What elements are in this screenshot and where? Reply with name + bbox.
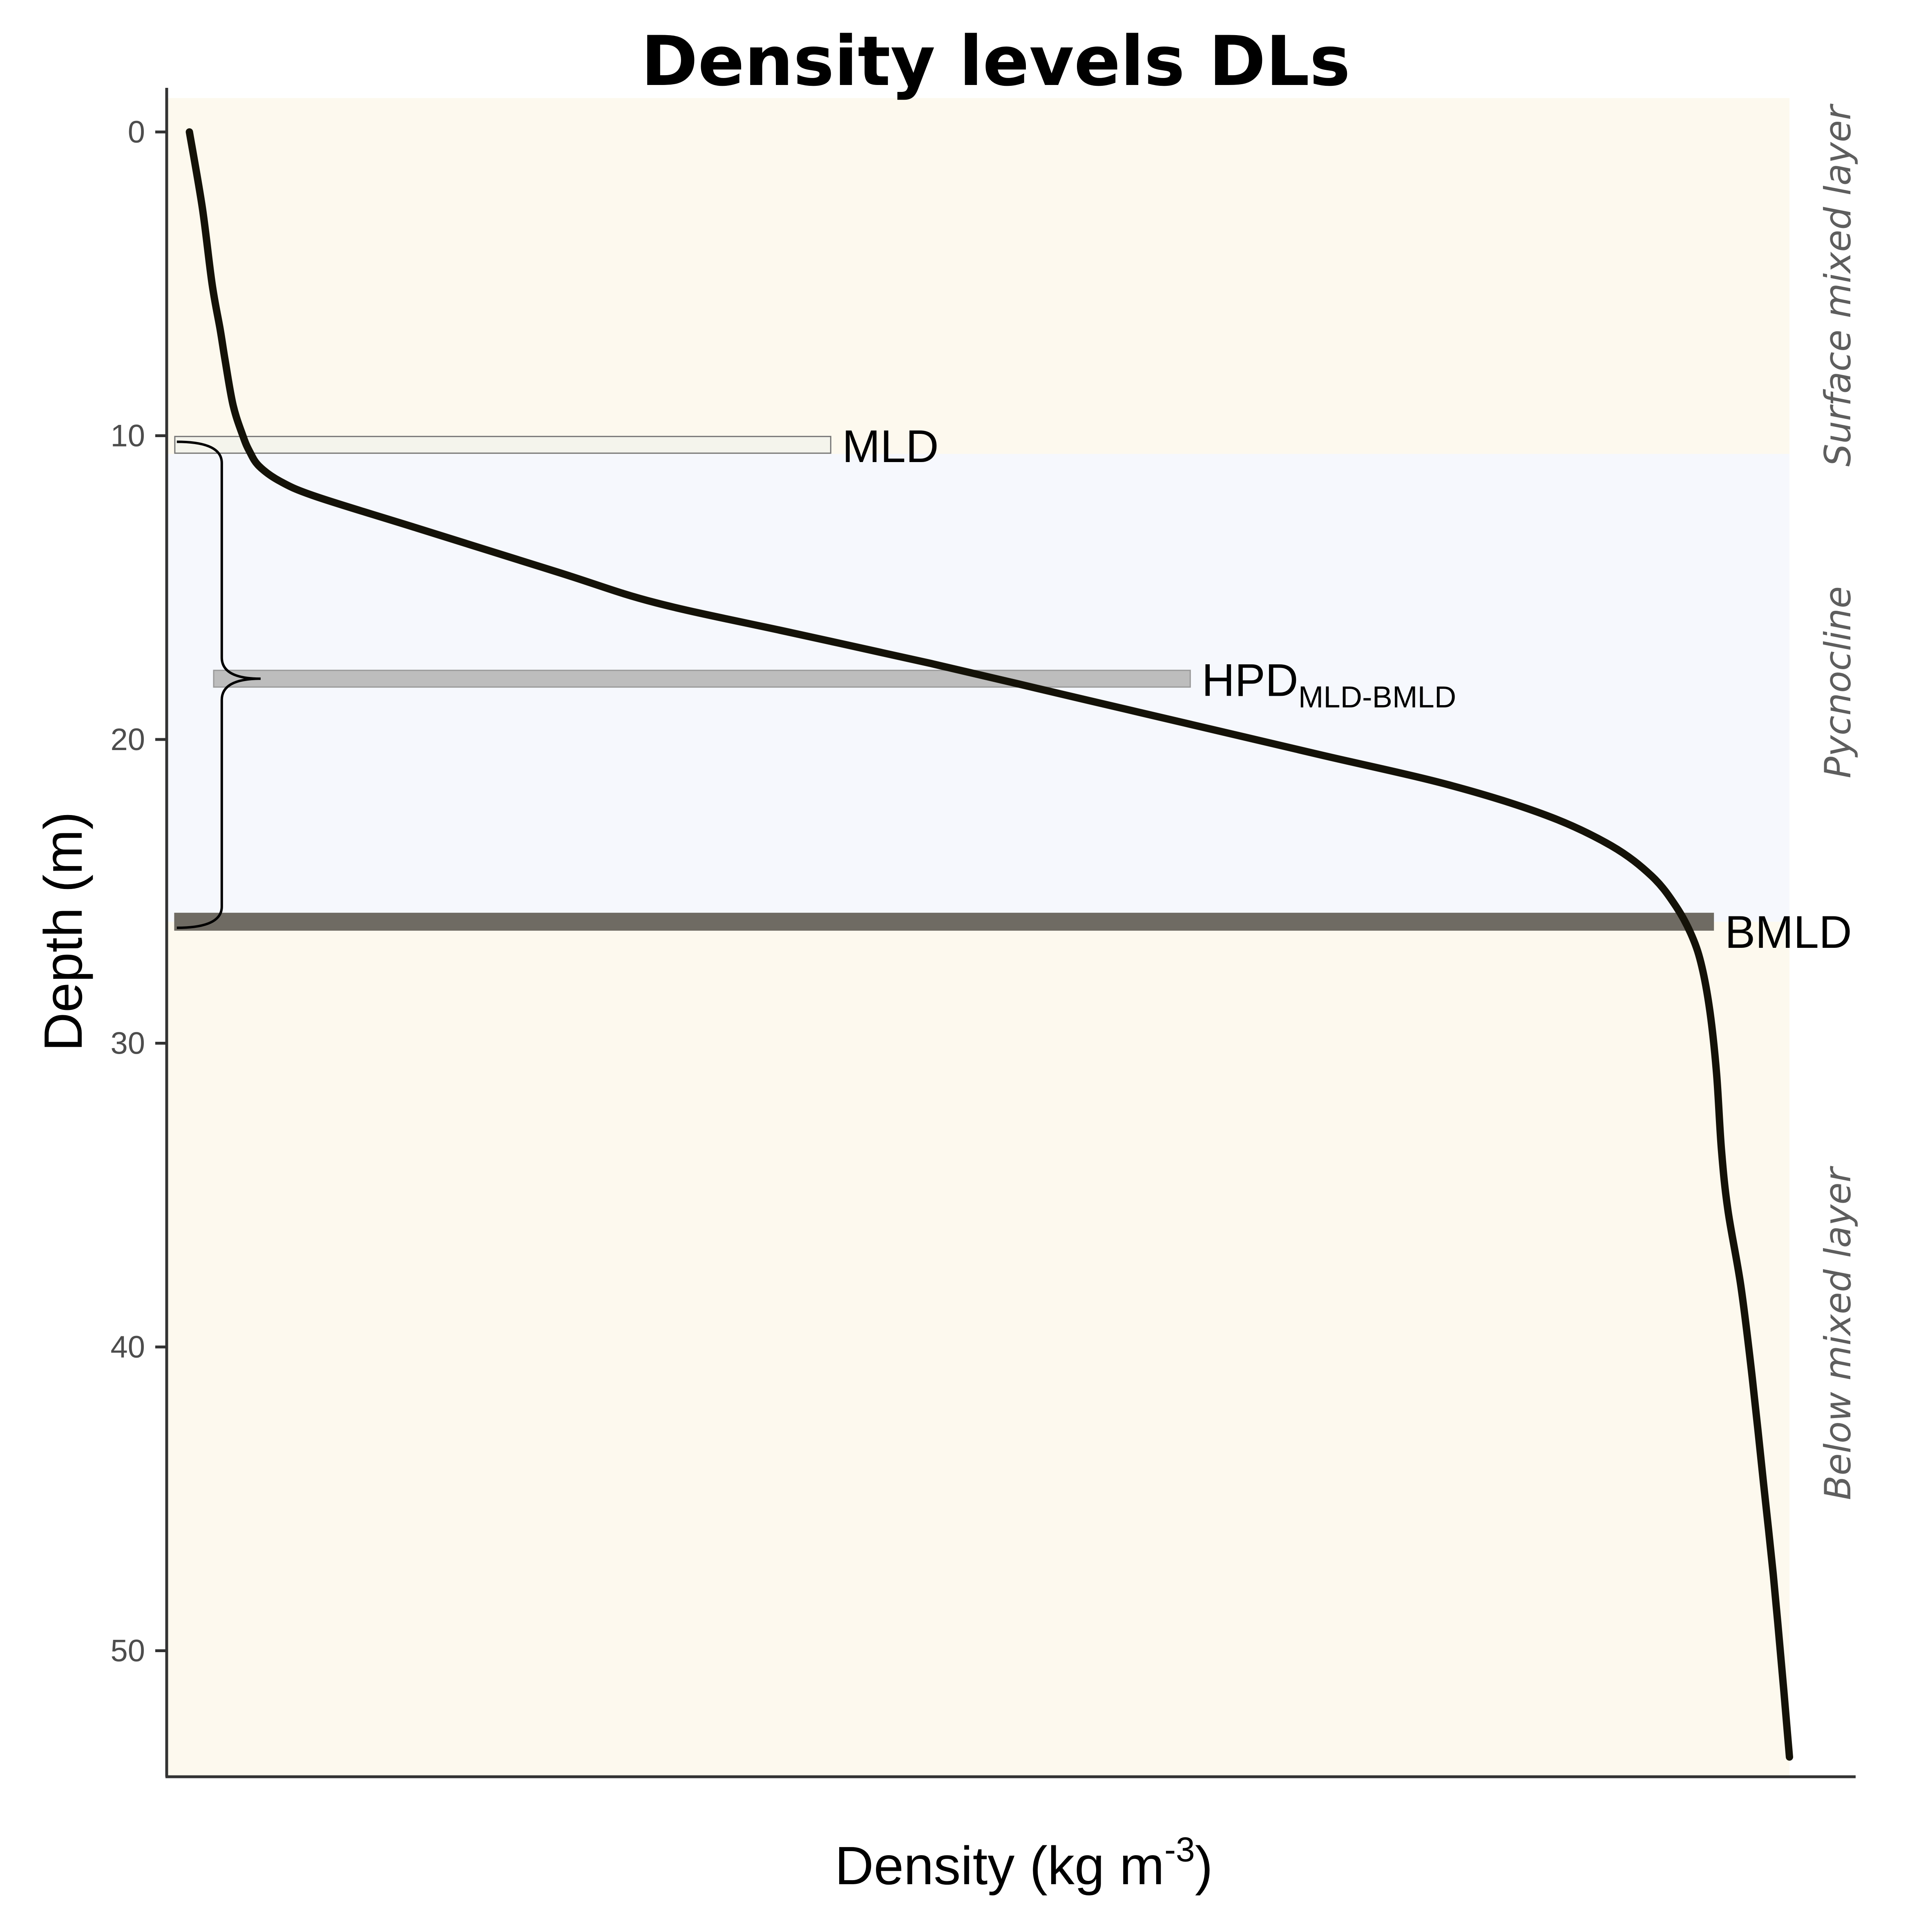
- level-label-bmld: BMLD: [1725, 907, 1852, 958]
- zone-band-1: [167, 98, 1789, 454]
- zone-band-3: [167, 922, 1789, 1777]
- density-curve: [185, 128, 1793, 1761]
- level-bar-bmld: [174, 913, 1714, 931]
- zone-label-2: Pycnocline: [1817, 586, 1859, 778]
- depth-range-bracket: [176, 440, 261, 929]
- level-label-main: HPD: [1202, 654, 1298, 706]
- level-label-subscript: MLD-BMLD: [1298, 680, 1456, 714]
- x-axis-label-superscript: -3: [1164, 1830, 1195, 1869]
- y-tick-label: 50: [110, 1634, 145, 1668]
- y-tick-label: 40: [110, 1330, 145, 1365]
- axes-layer: [165, 88, 1856, 1778]
- zone-label-1: Surface mixed layer: [1817, 103, 1859, 467]
- chart-title: Density levels DLs: [641, 21, 1350, 101]
- ticks-layer: 0 10 20 30 40 50: [110, 115, 167, 1668]
- y-tick-label: 0: [128, 115, 145, 150]
- x-axis-label-main: Density (kg m: [835, 1836, 1164, 1896]
- y-tick-label: 30: [110, 1026, 145, 1061]
- level-label-hpd: HPDMLD-BMLD: [1202, 654, 1456, 714]
- zones-layer: Surface mixed layer Pycnocline Below mixed…: [167, 98, 1859, 1777]
- labels-layer: Density levels DLs Depth (m) Density (kg…: [33, 21, 1350, 1896]
- curve-layer: [185, 128, 1793, 1761]
- y-tick-label: 10: [110, 419, 145, 453]
- x-axis-label: Density (kg m-3): [835, 1830, 1213, 1896]
- y-tick-label: 20: [110, 722, 145, 757]
- x-axis-label-close: ): [1195, 1836, 1213, 1896]
- level-bar-mld: [174, 436, 831, 454]
- level-label-main: MLD: [842, 421, 938, 472]
- y-axis-label: Depth (m): [33, 812, 93, 1052]
- level-label-main: BMLD: [1725, 907, 1852, 958]
- bracket-layer: [176, 440, 261, 929]
- level-bar-hpd: [213, 670, 1191, 688]
- zone-label-3: Below mixed layer: [1817, 1166, 1859, 1500]
- levels-layer: MLD HPDMLD-BMLD BMLD: [174, 421, 1852, 958]
- level-label-mld: MLD: [842, 421, 938, 472]
